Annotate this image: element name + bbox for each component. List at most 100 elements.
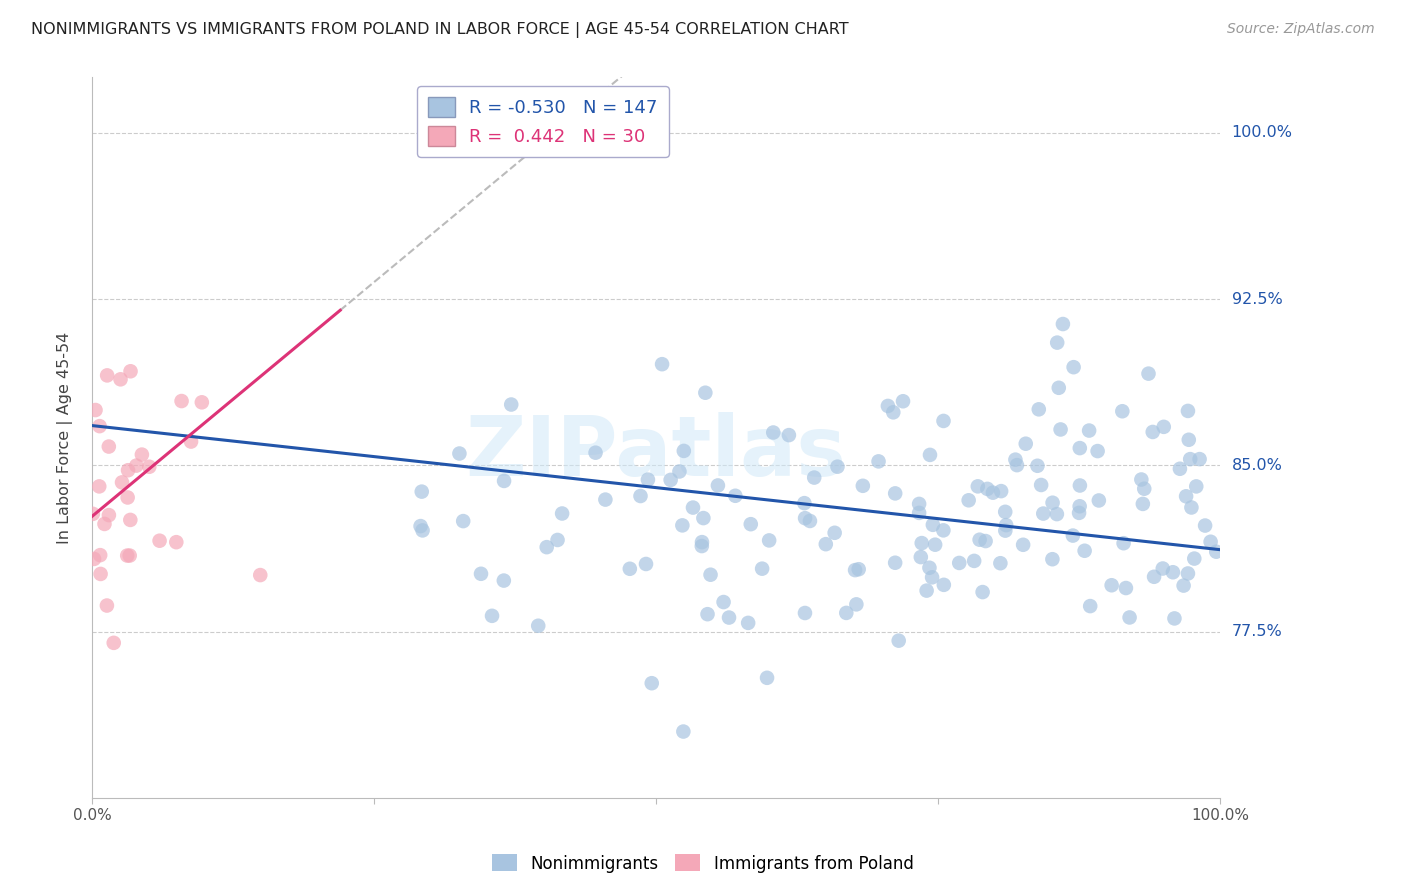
- Point: [1042, 552, 1064, 566]
- Point: [641, 676, 664, 690]
- Point: [1132, 497, 1154, 511]
- Point: [148, 533, 170, 548]
- Point: [138, 459, 160, 474]
- Point: [494, 474, 516, 488]
- Text: 100.0%: 100.0%: [1232, 126, 1292, 140]
- Point: [1199, 534, 1222, 549]
- Point: [690, 539, 713, 553]
- Y-axis label: In Labor Force | Age 45-54: In Labor Force | Age 45-54: [58, 332, 73, 544]
- Point: [1182, 551, 1205, 566]
- Point: [692, 511, 714, 525]
- Point: [1111, 404, 1133, 418]
- Point: [1026, 458, 1049, 473]
- Point: [948, 556, 970, 570]
- Point: [908, 506, 931, 520]
- Point: [630, 489, 652, 503]
- Point: [671, 518, 693, 533]
- Point: [915, 583, 938, 598]
- Point: [120, 364, 142, 378]
- Point: [585, 445, 607, 459]
- Point: [682, 500, 704, 515]
- Point: [672, 724, 695, 739]
- Text: 92.5%: 92.5%: [1232, 292, 1282, 307]
- Point: [1118, 610, 1140, 624]
- Point: [844, 563, 866, 577]
- Point: [125, 458, 148, 473]
- Point: [713, 595, 735, 609]
- Point: [551, 507, 574, 521]
- Point: [1153, 420, 1175, 434]
- Point: [111, 475, 134, 490]
- Point: [969, 533, 991, 547]
- Point: [887, 633, 910, 648]
- Point: [1205, 545, 1227, 559]
- Point: [718, 610, 741, 624]
- Point: [83, 552, 105, 566]
- Point: [1069, 478, 1091, 492]
- Point: [97, 440, 120, 454]
- Point: [921, 517, 943, 532]
- Point: [536, 540, 558, 554]
- Point: [778, 428, 800, 442]
- Point: [1177, 566, 1199, 581]
- Point: [1161, 566, 1184, 580]
- Point: [96, 368, 118, 383]
- Point: [981, 485, 1004, 500]
- Point: [97, 508, 120, 522]
- Point: [131, 448, 153, 462]
- Point: [1177, 404, 1199, 418]
- Point: [1137, 367, 1160, 381]
- Text: NONIMMIGRANTS VS IMMIGRANTS FROM POLAND IN LABOR FORCE | AGE 45-54 CORRELATION C: NONIMMIGRANTS VS IMMIGRANTS FROM POLAND …: [31, 22, 849, 38]
- Legend: R = -0.530   N = 147, R =  0.442   N = 30: R = -0.530 N = 147, R = 0.442 N = 30: [418, 87, 668, 157]
- Point: [884, 556, 907, 570]
- Point: [994, 505, 1017, 519]
- Point: [803, 470, 825, 484]
- Point: [1046, 507, 1069, 521]
- Text: ZIPatlas: ZIPatlas: [465, 412, 846, 492]
- Point: [409, 519, 432, 533]
- Point: [974, 534, 997, 549]
- Point: [412, 524, 434, 538]
- Point: [1087, 444, 1109, 458]
- Point: [972, 585, 994, 599]
- Point: [976, 482, 998, 496]
- Point: [1088, 493, 1111, 508]
- Point: [82, 507, 104, 521]
- Point: [918, 560, 941, 574]
- Point: [918, 448, 941, 462]
- Point: [637, 473, 659, 487]
- Point: [451, 514, 474, 528]
- Point: [1168, 462, 1191, 476]
- Point: [1015, 436, 1038, 450]
- Point: [707, 478, 730, 492]
- Point: [740, 517, 762, 532]
- Point: [1012, 538, 1035, 552]
- Point: [90, 566, 112, 581]
- Point: [751, 562, 773, 576]
- Point: [1005, 458, 1028, 472]
- Point: [93, 516, 115, 531]
- Point: [1067, 506, 1090, 520]
- Point: [1029, 478, 1052, 492]
- Point: [110, 372, 132, 386]
- Point: [957, 493, 980, 508]
- Point: [990, 556, 1012, 570]
- Point: [103, 636, 125, 650]
- Point: [1078, 599, 1101, 613]
- Point: [835, 606, 858, 620]
- Point: [827, 459, 849, 474]
- Point: [995, 518, 1018, 533]
- Point: [1178, 433, 1201, 447]
- Point: [1004, 452, 1026, 467]
- Point: [89, 419, 111, 434]
- Point: [1042, 496, 1064, 510]
- Point: [908, 497, 931, 511]
- Point: [966, 479, 988, 493]
- Point: [1049, 422, 1071, 436]
- Point: [696, 607, 718, 622]
- Point: [794, 606, 817, 620]
- Text: 85.0%: 85.0%: [1232, 458, 1282, 473]
- Point: [911, 536, 934, 550]
- Point: [89, 479, 111, 493]
- Point: [924, 538, 946, 552]
